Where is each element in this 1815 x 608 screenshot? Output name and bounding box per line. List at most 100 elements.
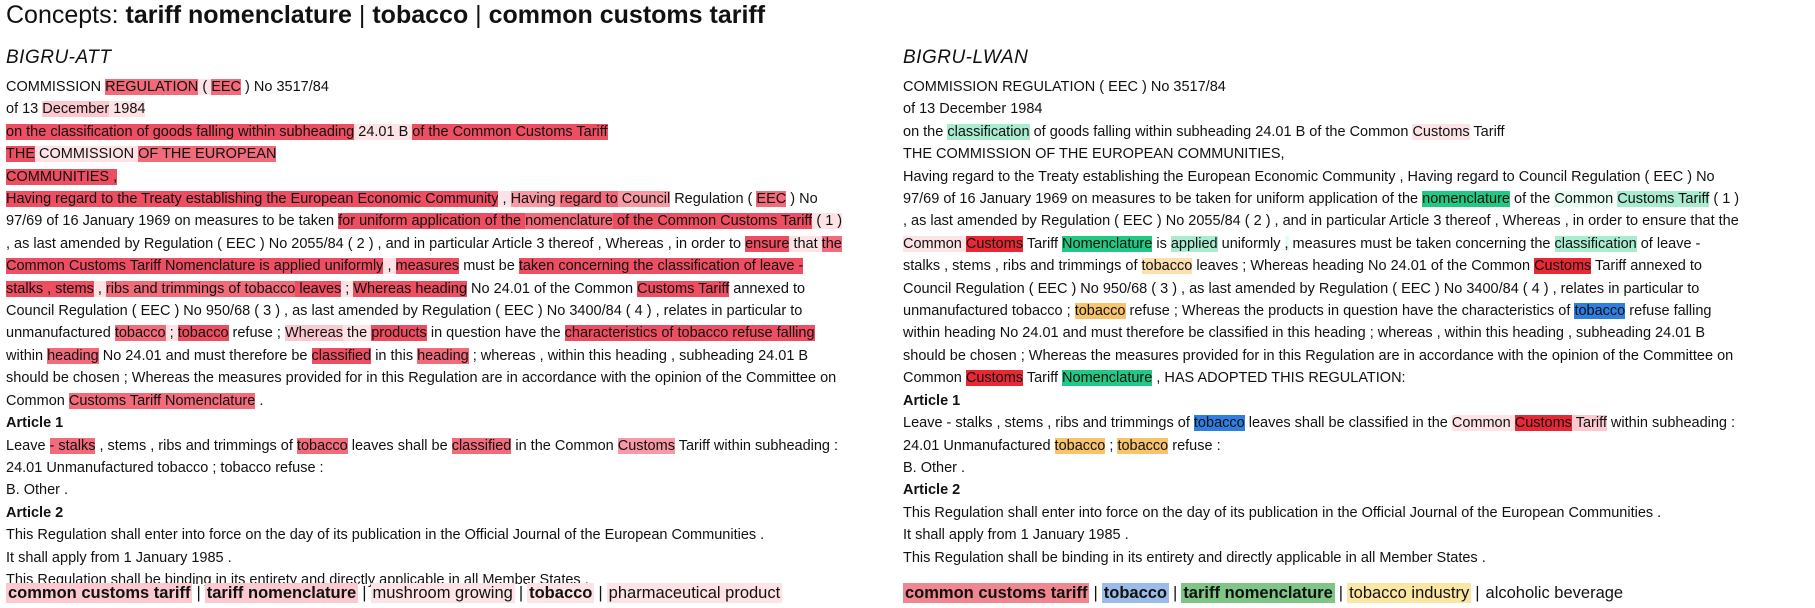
text-segment: within heading No 24.01 and must therefo…	[903, 325, 1706, 342]
text-segment: It shall apply from 1 January 1985 .	[903, 527, 1129, 544]
document-line: COMMISSION REGULATION ( EEC ) No 3517/84	[6, 76, 886, 98]
text-segment: Customs Tariff	[1617, 191, 1710, 208]
text-segment: on the classification of goods falling w…	[6, 123, 355, 140]
text-segment: of 13 December 1984	[903, 101, 1043, 118]
extracted-label: pharmaceutical product	[606, 583, 783, 603]
label-separator: |	[196, 584, 201, 602]
extracted-label: tobacco industry	[1347, 583, 1472, 603]
left-extracted-labels: common customs tariff | tariff nomenclatur…	[6, 582, 783, 604]
text-segment: the	[821, 235, 842, 252]
text-segment: Having	[510, 191, 560, 208]
text-segment: 97/69 of 16 January 1969 on measures to …	[903, 191, 1423, 208]
document-line: stalks , stems , ribs and trimmings of t…	[6, 278, 886, 300]
text-segment: that	[789, 235, 822, 252]
text-segment: Article 1	[6, 415, 64, 432]
text-segment: leaves ; Whereas heading No 24.01 of the…	[1192, 258, 1535, 275]
text-segment: Council Regulation ( EEC ) No 950/68 ( 3…	[903, 280, 1700, 297]
text-segment: classification	[947, 123, 1030, 140]
text-segment: ) No	[786, 191, 818, 208]
text-segment: ribs and trimmings of tobacco	[105, 280, 296, 297]
text-segment: on the	[903, 123, 948, 140]
document-line: , as last amended by Regulation ( EEC ) …	[6, 233, 886, 255]
text-segment: This Regulation shall enter into force o…	[6, 527, 765, 544]
text-segment: Tariff	[1571, 415, 1607, 432]
text-segment: ,	[498, 191, 511, 208]
text-segment: products	[371, 325, 427, 342]
text-segment: This Regulation shall enter into force o…	[903, 504, 1662, 521]
label-separator: |	[518, 584, 524, 602]
concept-separator: |	[358, 1, 366, 29]
text-segment: Leave - stalks , stems , ribs and trimmi…	[903, 415, 1194, 432]
text-segment: Common	[6, 392, 69, 409]
text-segment: classified	[451, 437, 512, 454]
left-panel: BIGRU-ATT COMMISSION REGULATION ( EEC ) …	[6, 46, 886, 591]
right-panel: BIGRU-LWAN COMMISSION REGULATION ( EEC )…	[903, 46, 1808, 569]
document-line: This Regulation shall be binding in its …	[903, 547, 1808, 569]
text-segment: leaves shall be classified in the	[1244, 415, 1452, 432]
text-segment: classification	[1554, 235, 1637, 252]
text-segment: 97/69 of 16 January 1969 on measures to …	[6, 213, 339, 230]
document-line: It shall apply from 1 January 1985 .	[903, 524, 1808, 546]
text-segment: Council	[617, 191, 671, 208]
text-segment: tobacco	[1141, 258, 1193, 275]
text-segment: Customs	[965, 370, 1024, 387]
text-segment: of 13	[6, 101, 43, 118]
label-separator: |	[1093, 584, 1098, 602]
text-segment: ;	[1105, 437, 1118, 454]
text-segment: applied	[1170, 235, 1218, 252]
document-line: Common Customs Tariff Nomenclature , HAS…	[903, 367, 1808, 389]
text-segment: Nomenclature	[1062, 370, 1153, 387]
text-segment: ;	[341, 280, 354, 297]
text-segment: This Regulation shall be binding in its …	[903, 549, 1486, 566]
text-segment: Tariff	[1023, 235, 1063, 252]
text-segment: ( 1 )	[1709, 191, 1740, 208]
text-segment: B. Other .	[6, 482, 69, 499]
document-line: unmanufactured tobacco ; tobacco refuse …	[903, 300, 1808, 322]
concept-separator: |	[475, 1, 482, 29]
document-line: Having regard to the Treaty establishing…	[903, 166, 1808, 188]
concept-3: common customs tariff	[488, 1, 766, 29]
document-line: B. Other .	[903, 457, 1808, 479]
text-segment: , as last amended by Regulation ( EEC ) …	[6, 235, 746, 252]
text-segment: No 24.01 of the Common	[467, 280, 638, 297]
text-segment: characteristics of tobacco refuse fallin…	[564, 325, 815, 342]
document-line: Common Customs Tariff Nomenclature is ap…	[6, 255, 886, 277]
concept-2: tobacco	[372, 1, 469, 29]
document-line: 24.01 Unmanufactured tobacco ; tobacco r…	[6, 457, 886, 479]
text-segment: annexed to	[729, 280, 806, 297]
text-segment: Leave	[6, 437, 50, 454]
text-segment: should be chosen ; Whereas the measures …	[6, 370, 837, 387]
text-segment: , stems , ribs and trimmings of	[95, 437, 297, 454]
document-line: B. Other .	[6, 479, 886, 501]
text-segment: ,	[383, 258, 396, 275]
extracted-label: tariff nomenclature	[204, 583, 359, 603]
text-segment: Customs Tariff Nomenclature	[68, 392, 256, 409]
text-segment: 24.01 Unmanufactured	[903, 437, 1055, 454]
text-segment: Tariff	[1469, 123, 1505, 140]
document-line: Council Regulation ( EEC ) No 950/68 ( 3…	[903, 278, 1808, 300]
text-segment: nomenclature	[1422, 191, 1510, 208]
document-line: of 13 December 1984	[6, 98, 886, 120]
text-segment: classified	[311, 347, 372, 364]
text-segment: REGULATION	[105, 79, 199, 95]
text-segment: should be chosen ; Whereas the measures …	[903, 347, 1734, 364]
text-segment: .	[255, 392, 264, 409]
right-document: COMMISSION REGULATION ( EEC ) No 3517/84…	[903, 76, 1808, 569]
text-segment: tobacco	[1074, 303, 1126, 320]
document-line: on the classification of goods falling w…	[6, 121, 886, 143]
extracted-label: common customs tariff	[6, 583, 193, 603]
text-segment: ( 1 )	[812, 213, 843, 230]
document-line: THE COMMISSION OF THE EUROPEAN	[6, 143, 886, 165]
text-segment: Article 1	[903, 392, 961, 409]
text-segment: within subheading :	[1606, 415, 1736, 432]
text-segment: tobacco	[1054, 437, 1106, 454]
extracted-label: alcoholic beverage	[1483, 583, 1626, 603]
document-line: Article 1	[903, 390, 1808, 412]
text-segment: COMMISSION	[35, 146, 139, 163]
right-extracted-labels: common customs tariff | tobacco | tariff nom…	[903, 582, 1626, 604]
text-segment: It shall apply from 1 January 1985 .	[6, 549, 232, 566]
text-segment: ) No 3517/84	[241, 79, 329, 95]
text-segment: THE COMMISSION OF THE EUROPEAN COMMUNITI…	[903, 146, 1285, 163]
text-segment: Common	[903, 235, 966, 252]
text-segment: COMMISSION	[6, 79, 106, 95]
